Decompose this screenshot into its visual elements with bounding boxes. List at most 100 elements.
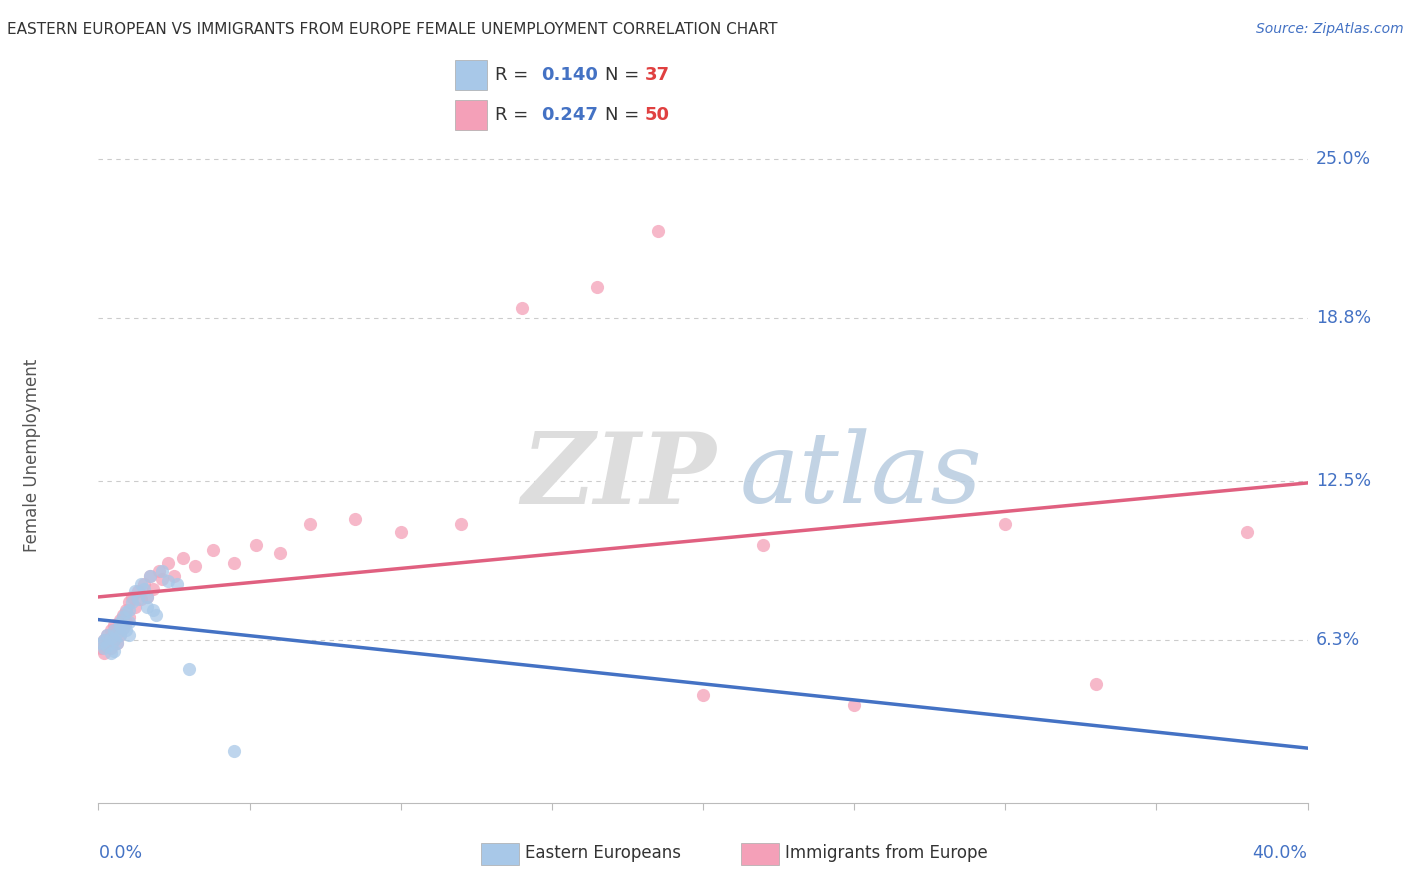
Point [103, 633, 125, 648]
Point [100, 646, 122, 660]
Point [647, 224, 669, 238]
Point [111, 621, 134, 635]
Point [103, 644, 125, 658]
Point [96, 628, 118, 642]
Point [150, 564, 173, 578]
Point [139, 569, 162, 583]
Point [156, 574, 179, 589]
Text: 18.8%: 18.8% [1316, 310, 1371, 327]
Point [145, 607, 167, 622]
Text: N =: N = [605, 106, 645, 124]
Point [224, 744, 246, 758]
Point [105, 636, 128, 650]
Point [127, 592, 149, 607]
Point [108, 615, 131, 630]
Bar [741, 843, 779, 865]
Point [450, 517, 472, 532]
Point [121, 595, 143, 609]
Point [245, 538, 267, 552]
Point [692, 688, 714, 702]
Text: R =: R = [495, 106, 534, 124]
Text: 0.140: 0.140 [541, 66, 598, 84]
Point [129, 592, 152, 607]
Point [132, 576, 155, 591]
Point [103, 623, 125, 637]
Point [1236, 525, 1258, 540]
Point [105, 621, 128, 635]
Text: 0.0%: 0.0% [98, 845, 142, 863]
Bar [481, 843, 519, 865]
Point [93, 633, 115, 648]
Point [96, 628, 118, 642]
Text: EASTERN EUROPEAN VS IMMIGRANTS FROM EUROPE FEMALE UNEMPLOYMENT CORRELATION CHART: EASTERN EUROPEAN VS IMMIGRANTS FROM EURO… [7, 22, 778, 37]
Point [127, 584, 149, 599]
Text: Female Unemployment: Female Unemployment [22, 359, 41, 551]
Point [105, 636, 128, 650]
Bar [456, 61, 488, 90]
Point [121, 590, 143, 604]
Point [93, 633, 115, 648]
Point [108, 628, 131, 642]
Point [103, 618, 125, 632]
Point [108, 628, 131, 642]
Text: Source: ZipAtlas.com: Source: ZipAtlas.com [1256, 22, 1403, 37]
Point [389, 525, 412, 540]
Point [108, 618, 131, 632]
Point [114, 602, 136, 616]
Text: Eastern Europeans: Eastern Europeans [526, 844, 681, 862]
Point [202, 543, 225, 558]
Point [586, 280, 609, 294]
Point [135, 590, 157, 604]
Point [118, 595, 141, 609]
Point [752, 538, 775, 552]
Point [150, 572, 173, 586]
Text: 37: 37 [645, 66, 669, 84]
Point [132, 582, 155, 596]
Point [172, 551, 194, 566]
Point [184, 558, 207, 573]
Point [118, 610, 141, 624]
Text: 6.3%: 6.3% [1316, 632, 1360, 649]
Point [299, 517, 322, 532]
Point [994, 517, 1017, 532]
Point [100, 641, 122, 656]
Point [124, 584, 146, 599]
Point [96, 636, 118, 650]
Point [156, 556, 179, 570]
Text: 40.0%: 40.0% [1253, 845, 1308, 863]
Point [111, 610, 134, 624]
Point [510, 301, 533, 315]
Point [118, 602, 141, 616]
Point [148, 564, 170, 578]
Point [166, 576, 188, 591]
Point [114, 605, 136, 619]
Point [135, 599, 157, 614]
Text: ZIP: ZIP [522, 427, 717, 524]
Point [124, 599, 146, 614]
Point [100, 623, 122, 637]
Point [129, 576, 152, 591]
Point [103, 633, 125, 648]
Point [142, 602, 165, 616]
Point [96, 639, 118, 653]
Point [90, 636, 112, 650]
Point [139, 569, 162, 583]
Text: 0.247: 0.247 [541, 106, 598, 124]
Point [111, 607, 134, 622]
Point [93, 641, 115, 656]
Point [163, 569, 186, 583]
Point [177, 662, 201, 676]
Point [269, 546, 291, 560]
Point [114, 615, 136, 630]
Text: atlas: atlas [740, 428, 981, 524]
Point [142, 582, 165, 596]
Point [90, 641, 112, 656]
Point [1085, 677, 1108, 691]
Point [111, 621, 134, 635]
Text: 25.0%: 25.0% [1316, 150, 1371, 168]
Point [108, 613, 131, 627]
Bar [456, 100, 488, 130]
Point [135, 590, 157, 604]
Point [100, 631, 122, 645]
Text: R =: R = [495, 66, 534, 84]
